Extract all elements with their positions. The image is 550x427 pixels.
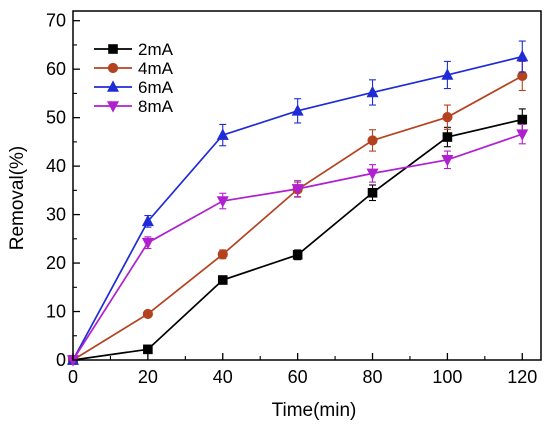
4ma-data-point	[217, 249, 228, 260]
plot-layer	[67, 40, 529, 367]
4ma-data-point	[442, 112, 453, 123]
8ma-data-point	[141, 237, 154, 250]
6ma-data-point	[291, 104, 304, 116]
x-tick-label: 40	[213, 367, 233, 387]
x-tick-label: 0	[68, 367, 78, 387]
2ma-legend-marker	[108, 44, 118, 54]
legend-item-8ma: 8mA	[94, 97, 174, 116]
2ma-data-point	[442, 132, 453, 142]
x-tick-label: 100	[432, 367, 462, 387]
y-tick-label: 10	[46, 302, 66, 322]
axis-layer: 0 20 40 60 80 100 120 0 10 20 30 40 50 60 70	[46, 10, 542, 387]
6ma-legend-marker	[107, 80, 119, 92]
legend-label-2ma: 2mA	[138, 40, 174, 59]
x-axis-label: Time(min)	[272, 400, 357, 421]
2ma-data-point	[217, 275, 228, 285]
2ma-data-point	[367, 187, 378, 198]
legend-item-6ma: 6mA	[94, 78, 174, 97]
x-tick-label: 60	[288, 367, 308, 387]
6ma-data-point	[216, 128, 229, 140]
2ma-data-point	[143, 344, 153, 355]
y-tick-label: 30	[46, 205, 66, 225]
6ma-data-point	[141, 214, 154, 227]
4ma-data-point	[142, 308, 153, 320]
y-tick-label: 60	[46, 59, 66, 79]
8ma-data-point	[441, 155, 454, 167]
y-tick-label: 70	[46, 11, 66, 31]
y-tick-label: 40	[46, 156, 66, 176]
series-2ma	[68, 108, 528, 365]
legend-item-4ma: 4mA	[94, 59, 174, 78]
plot-frame	[72, 10, 542, 361]
legend-label-4ma: 4mA	[138, 59, 174, 78]
y-tick-label: 50	[46, 108, 66, 128]
x-tick-label: 120	[507, 367, 537, 387]
y-tick-label: 20	[46, 253, 66, 273]
8ma-legend-marker	[107, 101, 119, 113]
series-6ma	[67, 40, 529, 365]
x-tick-label: 80	[363, 367, 383, 387]
legend-label-8ma: 8mA	[138, 97, 174, 116]
8ma-data-point	[516, 129, 529, 141]
8ma-data-point	[216, 196, 229, 208]
series-line-2ma	[72, 118, 523, 361]
8ma-data-point	[366, 168, 379, 181]
legend-item-2ma: 2mA	[94, 40, 174, 59]
series-line-8ma	[72, 133, 523, 361]
4ma-data-point	[367, 135, 378, 146]
x-tick-label: 20	[138, 367, 158, 387]
y-axis-label: Removal(%)	[7, 146, 28, 251]
2ma-data-point	[292, 250, 303, 260]
4ma-legend-marker	[107, 62, 119, 74]
6ma-data-point	[366, 85, 379, 98]
legend-label-6ma: 6mA	[138, 78, 174, 97]
6ma-data-point	[441, 68, 454, 80]
series-8ma	[67, 123, 529, 367]
6ma-data-point	[516, 49, 529, 62]
2ma-data-point	[517, 114, 528, 125]
y-tick-label: 0	[56, 350, 66, 370]
8ma-data-point	[291, 184, 304, 196]
